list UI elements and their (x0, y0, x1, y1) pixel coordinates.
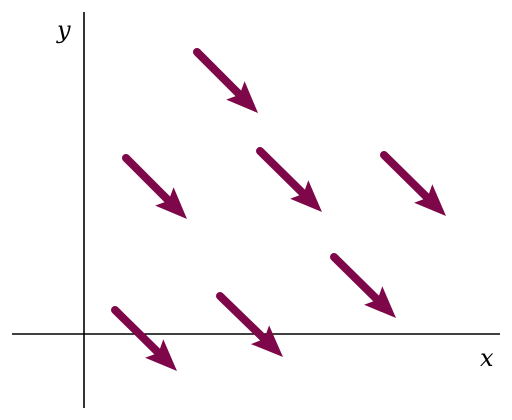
vector-arrowhead (155, 187, 187, 219)
vector-arrowhead (290, 180, 322, 212)
y-axis-label: y (56, 16, 71, 44)
vector-shaft (193, 48, 247, 102)
axes: x y (12, 12, 500, 408)
x-axis-label: x (480, 344, 494, 372)
vector-shaft (111, 306, 166, 360)
vector-arrowhead (414, 184, 446, 216)
vector-arrowhead (145, 339, 177, 371)
vector-arrow (111, 306, 177, 371)
vector-shaft (122, 154, 176, 208)
vector-shaft (256, 147, 311, 201)
vector-arrow (216, 292, 283, 357)
vector-arrowhead (226, 81, 258, 113)
vector-arrow (122, 154, 187, 219)
vector-shaft (380, 151, 435, 205)
vector-shaft (216, 292, 272, 346)
vector-arrow (380, 151, 446, 216)
vector-arrowhead (364, 286, 396, 318)
vector-arrowhead (251, 325, 283, 357)
vector-arrows (111, 48, 446, 371)
vector-arrow (330, 253, 396, 318)
vector-arrow (193, 48, 258, 113)
vector-shaft (330, 253, 385, 307)
vector-arrow (256, 147, 322, 212)
